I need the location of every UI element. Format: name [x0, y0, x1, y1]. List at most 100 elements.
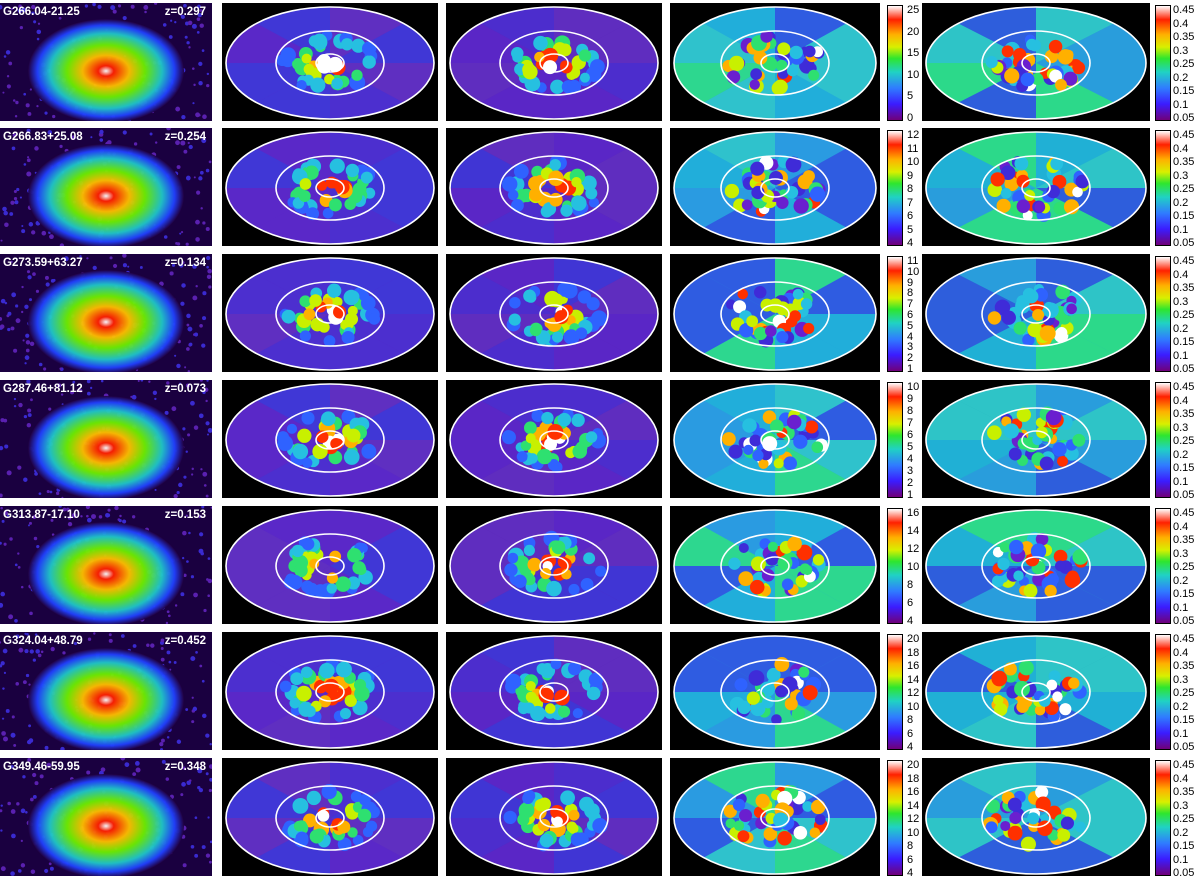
colorbar: [887, 130, 903, 246]
colorbar-tick-label: 6: [907, 429, 914, 441]
colorbar-tick-label: 0.1: [1173, 349, 1189, 362]
map-panel-1: [222, 128, 438, 246]
colorbar-tick-label: 5: [907, 223, 914, 236]
colorbar-tick-label: 9: [907, 393, 914, 405]
colorbar-tick-label: 10: [907, 826, 920, 839]
colorbar-tick-label: 0.05: [1173, 112, 1195, 124]
colorbar-tick-label: 0.15: [1173, 588, 1195, 600]
cluster-name: G324.04+48.79: [3, 635, 83, 647]
colorbar-tick-label: 8: [907, 840, 914, 852]
colorbar-tick-label: 0.25: [1173, 561, 1195, 573]
cluster-name: G287.46+81.12: [3, 383, 83, 395]
map-panel-3: [670, 758, 880, 876]
map-panel-3: [670, 128, 880, 246]
colorbar-tick-label: 0.35: [1173, 534, 1195, 546]
colorbar-tick-label: 0.15: [1173, 714, 1195, 726]
colorbar-tick-label: 0.15: [1173, 336, 1195, 348]
colorbar-tick-label: 12: [907, 813, 920, 825]
colorbar-tick-label: 15: [907, 47, 920, 60]
colorbar-tick-label: 10: [907, 561, 920, 573]
colorbar-tick-label: 18: [907, 646, 920, 659]
colorbar-tick-label: 5: [907, 90, 914, 103]
map-panel-4: [922, 380, 1150, 498]
figure-row: G273.59+63.27 z=0.134 11 10 9 8 7 6 5 4 3 2 1 0.45 0.4…: [0, 254, 1200, 375]
map-panel-1: [222, 3, 438, 121]
colorbar: [887, 760, 903, 876]
colorbar-tick-label: 14: [907, 799, 920, 812]
colorbar-tick-label: 0.45: [1173, 381, 1195, 393]
colorbar-tick-label: 1: [907, 363, 914, 375]
colorbar-tick-label: 20: [907, 759, 920, 771]
colorbar-tick-label: 0.15: [1173, 840, 1195, 852]
map-panel-1: [222, 254, 438, 372]
colorbar-tick-label: 11: [907, 142, 919, 155]
map-panel-2: [446, 506, 662, 624]
colorbar-tick-label: 7: [907, 417, 914, 429]
map-panel-4: [922, 758, 1150, 876]
colorbar-tick-label: 0.15: [1173, 462, 1195, 474]
redshift-label: z=0.297: [164, 6, 206, 18]
colorbar-tick-label: 6: [907, 853, 914, 866]
figure-row: G266.04-21.25 z=0.297 25 20 15 10 5 0 0.45 0.4 0.3…: [0, 3, 1200, 124]
colorbar-tick-label: 4: [907, 867, 914, 879]
colorbar-tick-label: 1: [907, 489, 914, 501]
colorbar-tick-label: 5: [907, 441, 914, 453]
colorbar-tick-label: 0.4: [1173, 646, 1189, 659]
colorbar-tick-label: 12: [907, 543, 920, 555]
map-panel-3: [670, 3, 880, 121]
colorbar-tick-label: 6: [907, 210, 914, 222]
colorbar-tick-label: 0.45: [1173, 4, 1195, 16]
colorbar-tick-label: 11: [907, 255, 919, 267]
colorbar-tick-label: 8: [907, 287, 914, 300]
colorbar: [1155, 508, 1171, 624]
colorbar-tick-label: 10: [907, 265, 920, 278]
map-panel-1: [222, 758, 438, 876]
map-panel-2: [446, 632, 662, 750]
map-panel-4: [922, 128, 1150, 246]
colorbar: [1155, 634, 1171, 750]
redshift-label: z=0.073: [164, 383, 206, 395]
xray-image-panel: G266.04-21.25 z=0.297: [0, 3, 212, 121]
xray-image-panel: G324.04+48.79 z=0.452: [0, 632, 212, 750]
redshift-label: z=0.452: [164, 635, 206, 647]
colorbar-tick-label: 8: [907, 579, 914, 591]
colorbar-tick-label: 2: [907, 477, 914, 489]
cluster-name: G349.46-59.95: [3, 761, 80, 773]
colorbar: [1155, 5, 1171, 121]
colorbar-tick-label: 0.35: [1173, 786, 1195, 798]
colorbar-tick-label: 0.2: [1173, 700, 1189, 713]
colorbar-tick-label: 3: [907, 341, 914, 354]
xray-image-panel: G313.87-17.10 z=0.153: [0, 506, 212, 624]
colorbar-tick-label: 0.3: [1173, 44, 1189, 57]
colorbar-tick-label: 0.1: [1173, 98, 1189, 111]
colorbar: [1155, 256, 1171, 372]
cluster-name: G313.87-17.10: [3, 509, 80, 521]
colorbar-tick-label: 0.4: [1173, 520, 1189, 533]
map-panel-3: [670, 632, 880, 750]
map-panel-2: [446, 380, 662, 498]
colorbar-tick-label: 0.3: [1173, 673, 1189, 686]
colorbar-tick-label: 0.35: [1173, 156, 1195, 168]
colorbar-tick-label: 7: [907, 196, 914, 209]
colorbar-tick-label: 0.2: [1173, 574, 1189, 587]
colorbar-tick-label: 0.4: [1173, 772, 1189, 785]
redshift-label: z=0.254: [164, 131, 206, 143]
colorbar-tick-label: 25: [907, 4, 920, 16]
xray-image-panel: G349.46-59.95 z=0.348: [0, 758, 212, 876]
colorbar-tick-label: 6: [907, 727, 914, 740]
colorbar-tick-label: 6: [907, 597, 914, 609]
colorbar-tick-label: 0.15: [1173, 210, 1195, 222]
redshift-label: z=0.153: [164, 509, 206, 521]
colorbar-tick-label: 5: [907, 319, 914, 332]
colorbar-tick-label: 0.25: [1173, 435, 1195, 447]
cluster-name: G273.59+63.27: [3, 257, 83, 269]
colorbar-tick-label: 0.35: [1173, 408, 1195, 420]
colorbar-tick-label: 16: [907, 660, 920, 672]
xray-image-panel: G266.83+25.08 z=0.254: [0, 128, 212, 246]
figure-row: G349.46-59.95 z=0.348 20 18 16 14 12 10 8 6 4 0.45 0…: [0, 758, 1200, 879]
colorbar-tick-label: 16: [907, 507, 920, 519]
colorbar: [1155, 382, 1171, 498]
figure-row: G287.46+81.12 z=0.073 10 9 8 7 6 5 4 3 2 1 0.45 0.4 0.…: [0, 380, 1200, 501]
colorbar-tick-label: 0.1: [1173, 223, 1189, 236]
colorbar-tick-label: 0.35: [1173, 31, 1195, 43]
